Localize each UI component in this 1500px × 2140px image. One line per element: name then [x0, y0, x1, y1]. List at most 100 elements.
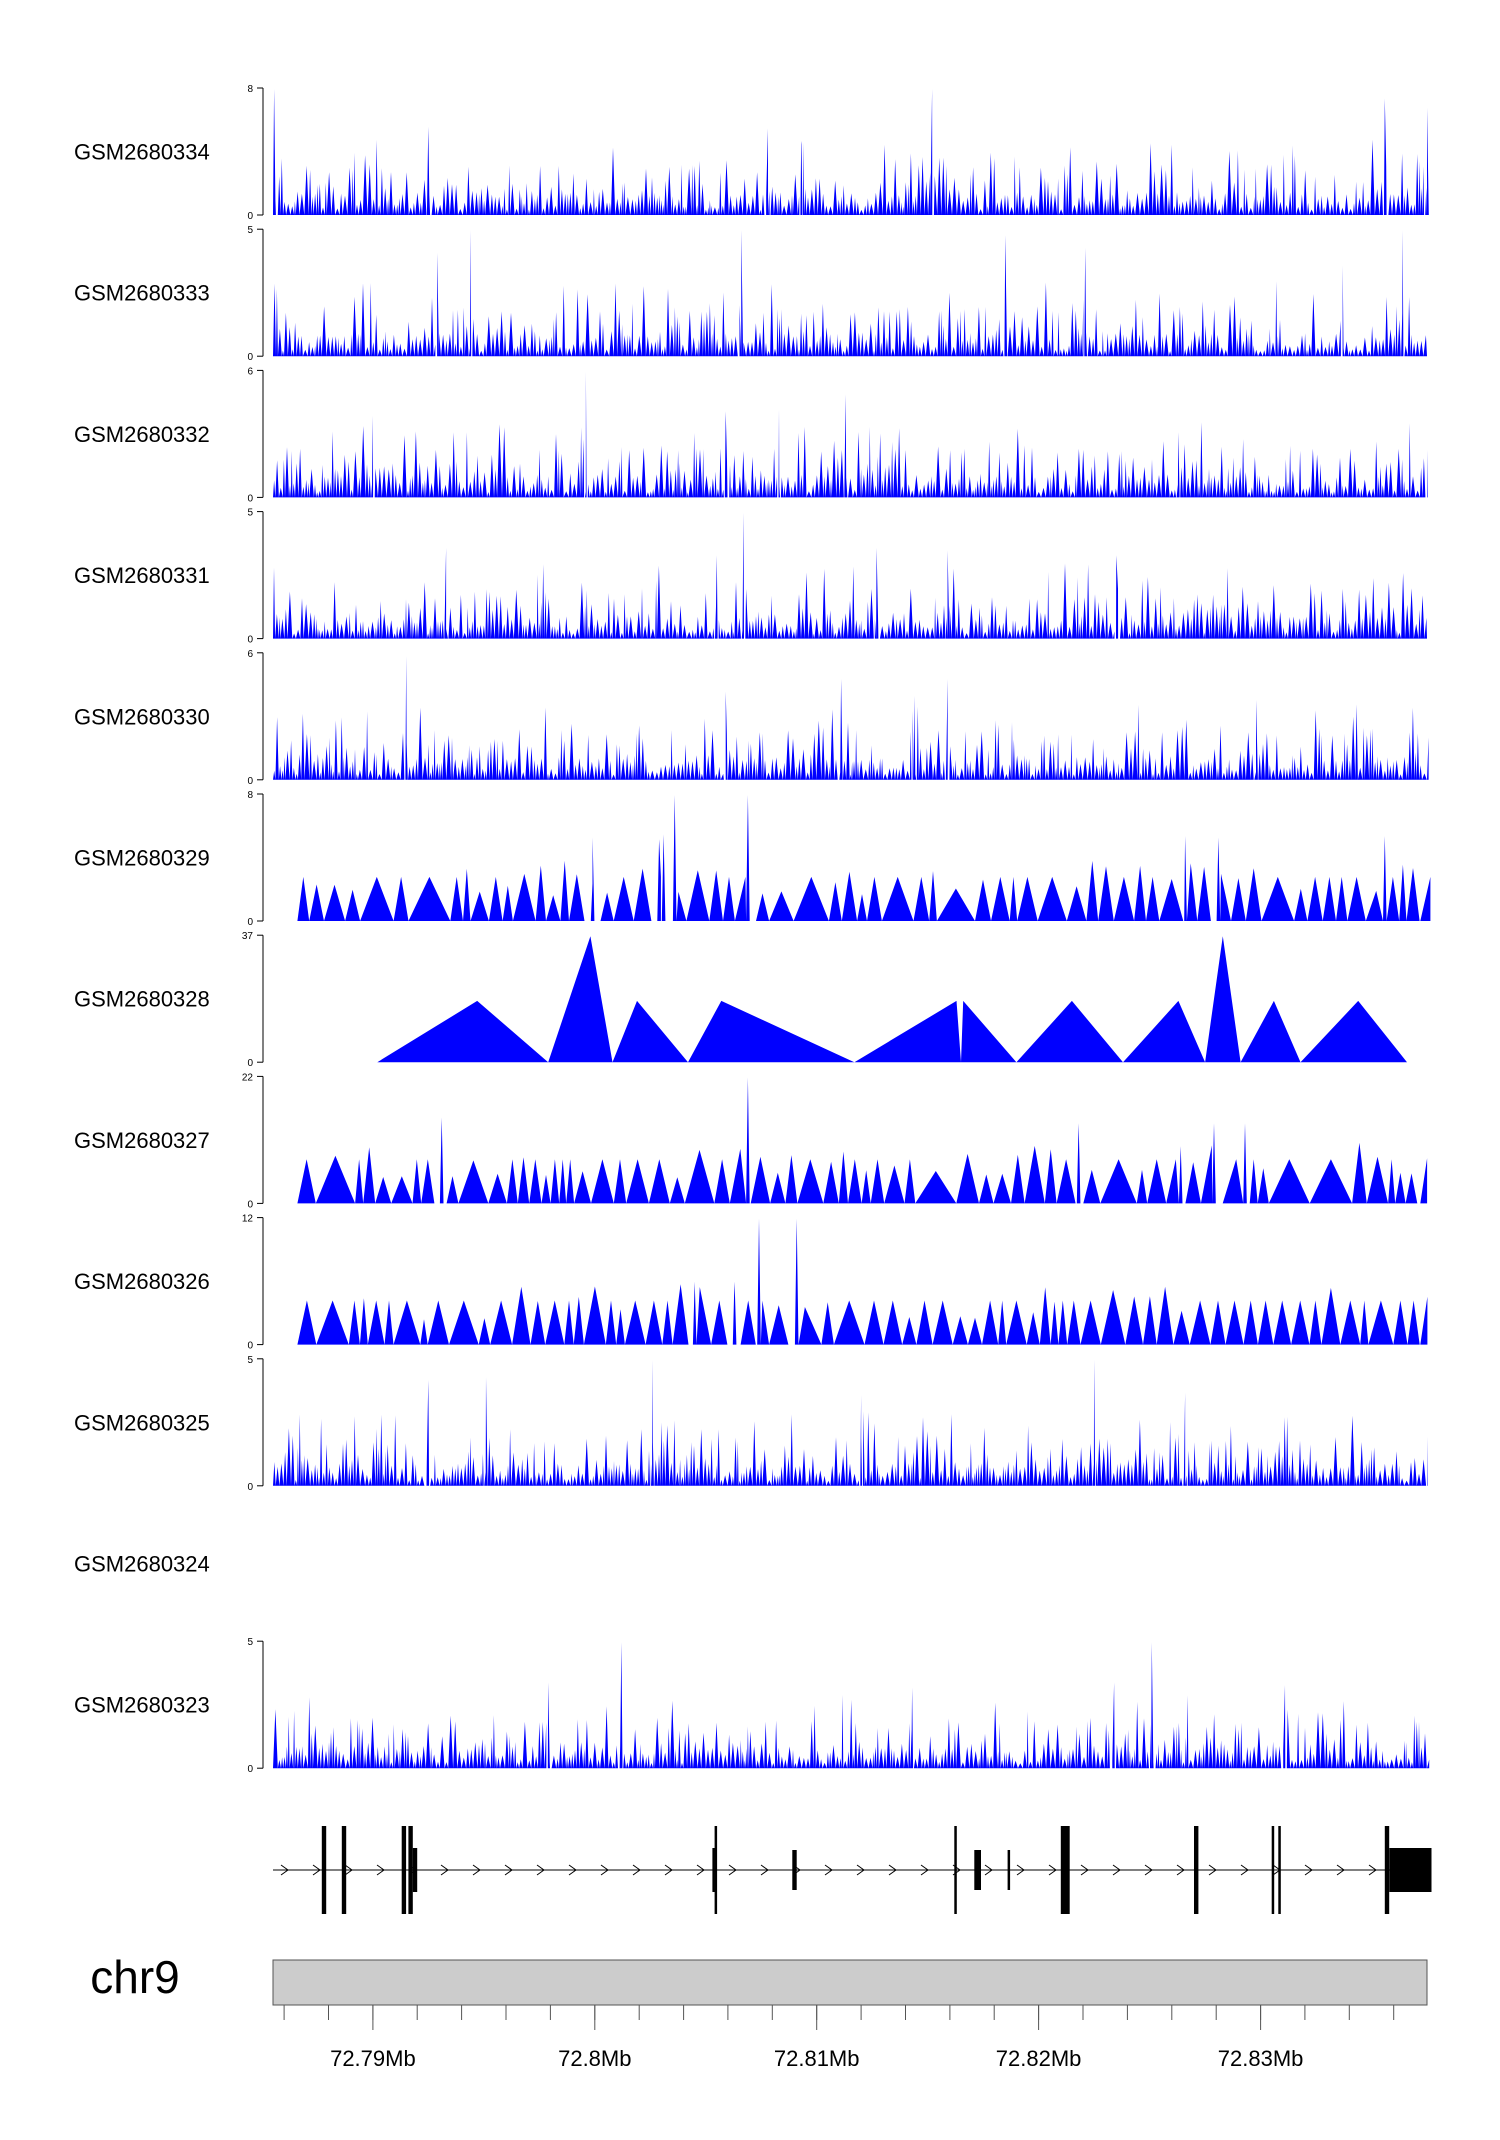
- coverage-area: [273, 371, 1428, 498]
- strand-arrow-icon: [1016, 1864, 1025, 1876]
- y-tick-label-min: 0: [247, 1341, 253, 1352]
- coverage-area: [273, 655, 1429, 780]
- exon: [412, 1848, 418, 1892]
- strand-arrow-icon: [1208, 1864, 1217, 1876]
- chromosome-band: [272, 1959, 1428, 2006]
- track-label: GSM2680329: [74, 846, 210, 871]
- exon: [974, 1850, 981, 1890]
- strand-arrow-icon: [856, 1864, 865, 1876]
- y-tick-label-min: 0: [247, 352, 253, 363]
- exon: [321, 1826, 327, 1914]
- exon: [408, 1826, 413, 1914]
- strand-arrow-icon: [376, 1864, 385, 1876]
- exon: [954, 1826, 957, 1914]
- track-label: GSM2680326: [74, 1269, 210, 1294]
- strand-arrow-icon: [632, 1864, 641, 1876]
- exon: [1278, 1826, 1281, 1914]
- track-label: GSM2680327: [74, 1128, 210, 1153]
- coverage-area: [273, 1359, 1428, 1486]
- track-GSM2680331: GSM2680331 5 0: [74, 508, 1427, 646]
- exon: [1194, 1826, 1199, 1914]
- coverage-area: [297, 1077, 1428, 1204]
- track-GSM2680323: GSM2680323 5 0: [74, 1637, 1430, 1775]
- strand-arrow-icon: [1336, 1864, 1345, 1876]
- coverage-area: [297, 795, 1431, 921]
- track-label: GSM2680324: [74, 1552, 210, 1577]
- strand-arrow-icon: [1144, 1864, 1153, 1876]
- strand-arrow-icon: [440, 1864, 449, 1876]
- strand-arrow-icon: [984, 1864, 993, 1876]
- chromosome-label: chr9: [90, 1951, 179, 2003]
- y-tick-label-min: 0: [247, 493, 253, 504]
- y-tick-label-min: 0: [247, 1482, 253, 1493]
- y-tick-label-min: 0: [247, 1058, 253, 1069]
- y-tick-label-min: 0: [247, 211, 253, 222]
- coverage-area: [273, 512, 1427, 639]
- exon: [1384, 1826, 1390, 1914]
- exon: [1007, 1850, 1011, 1890]
- y-tick-label-max: 37: [242, 931, 254, 942]
- strand-arrow-icon: [888, 1864, 897, 1876]
- track-label: GSM2680330: [74, 704, 210, 729]
- strand-arrow-icon: [1176, 1864, 1185, 1876]
- strand-arrow-icon: [472, 1864, 481, 1876]
- strand-arrow-icon: [600, 1864, 609, 1876]
- strand-arrow-icon: [696, 1864, 705, 1876]
- coverage-area: [272, 89, 1429, 215]
- strand-arrow-icon: [568, 1864, 577, 1876]
- track-label: GSM2680323: [74, 1693, 210, 1718]
- track-label: GSM2680328: [74, 987, 210, 1012]
- exon: [1060, 1826, 1070, 1914]
- track-GSM2680325: GSM2680325 5 0: [74, 1355, 1428, 1493]
- coverage-area: [297, 1218, 1428, 1345]
- y-tick-label-max: 8: [247, 790, 253, 801]
- y-tick-label-min: 0: [247, 1199, 253, 1210]
- strand-arrow-icon: [728, 1864, 737, 1876]
- axis-tick-label: 72.79Mb: [330, 2046, 416, 2071]
- strand-arrow-icon: [1240, 1864, 1249, 1876]
- coverage-area: [377, 936, 1408, 1063]
- strand-arrow-icon: [760, 1864, 769, 1876]
- y-tick-label-max: 5: [247, 1637, 253, 1648]
- track-label: GSM2680333: [74, 281, 210, 306]
- genome-axis-track: chr9 72.79Mb 72.8Mb 72.81Mb 72.82Mb 72.83Mb: [90, 1951, 1428, 2071]
- exon: [401, 1826, 407, 1914]
- strand-arrow-icon: [1048, 1864, 1057, 1876]
- track-label: GSM2680332: [74, 422, 210, 447]
- coverage-area: [273, 1642, 1430, 1769]
- y-tick-label-max: 5: [247, 225, 253, 236]
- track-GSM2680329: GSM2680329 8 0: [74, 790, 1431, 928]
- strand-arrow-icon: [1080, 1864, 1089, 1876]
- coverage-tracks: GSM268033480GSM268033350GSM268033260GSM2…: [74, 84, 1431, 1775]
- exon: [1389, 1848, 1432, 1892]
- strand-arrow-icon: [536, 1864, 545, 1876]
- exon: [341, 1826, 347, 1914]
- y-tick-label-max: 5: [247, 1355, 253, 1366]
- track-label: GSM2680331: [74, 563, 210, 588]
- gene-model-track: [273, 1826, 1432, 1914]
- strand-arrow-icon: [920, 1864, 929, 1876]
- y-tick-label-max: 22: [242, 1072, 254, 1083]
- y-tick-label-min: 0: [247, 776, 253, 787]
- exon: [712, 1848, 715, 1892]
- strand-arrow-icon: [280, 1864, 289, 1876]
- y-tick-label-max: 8: [247, 84, 253, 95]
- strand-arrow-icon: [1304, 1864, 1313, 1876]
- track-label: GSM2680325: [74, 1410, 210, 1435]
- y-tick-label-max: 5: [247, 508, 253, 519]
- coverage-area: [273, 230, 1427, 357]
- y-tick-label-min: 0: [247, 917, 253, 928]
- track-GSM2680324: GSM2680324: [74, 1552, 210, 1577]
- track-label: GSM2680334: [74, 140, 210, 165]
- strand-arrow-icon: [312, 1864, 321, 1876]
- strand-arrow-icon: [344, 1864, 353, 1876]
- track-GSM2680332: GSM2680332 6 0: [74, 366, 1428, 504]
- strand-arrow-icon: [824, 1864, 833, 1876]
- axis-tick-label: 72.83Mb: [1218, 2046, 1304, 2071]
- track-GSM2680327: GSM2680327 22 0: [74, 1072, 1428, 1210]
- track-GSM2680326: GSM2680326 12 0: [74, 1214, 1428, 1352]
- track-GSM2680333: GSM2680333 5 0: [74, 225, 1427, 363]
- axis-tick-label: 72.81Mb: [774, 2046, 860, 2071]
- exon: [714, 1826, 718, 1914]
- strand-arrow-icon: [664, 1864, 673, 1876]
